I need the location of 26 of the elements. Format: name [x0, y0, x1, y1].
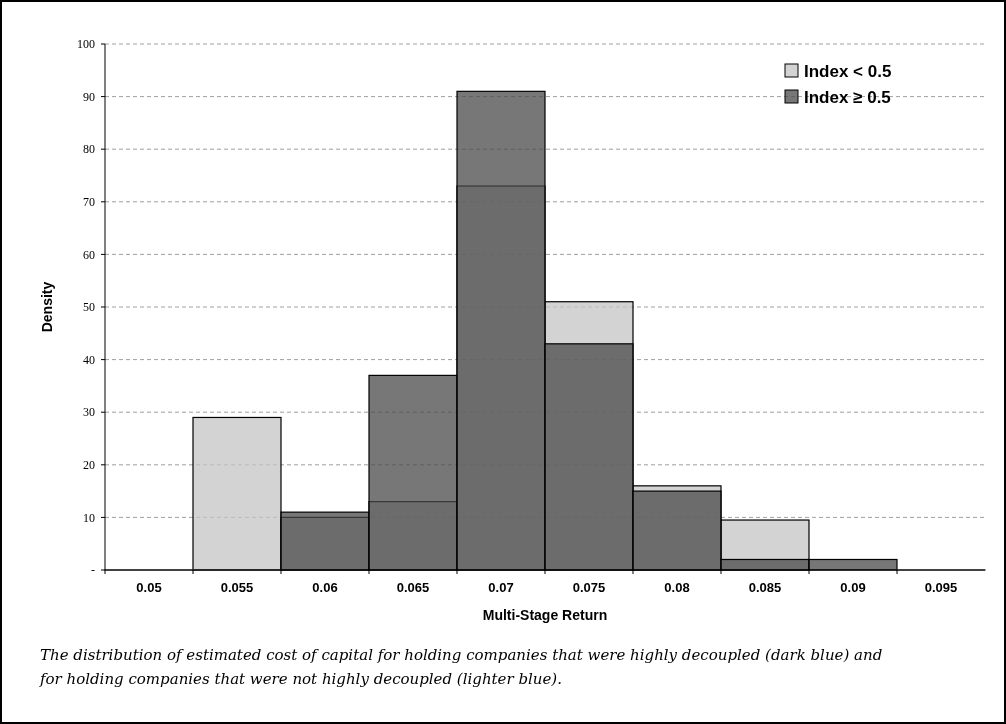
y-tick-label: 90 [83, 89, 95, 104]
x-tick-label: 0.05 [136, 580, 162, 595]
legend-label: Index < 0.5 [804, 61, 892, 81]
x-axis-title: Multi-Stage Return [482, 607, 608, 623]
y-tick-label: - [91, 563, 95, 578]
x-tick-label: 0.095 [924, 580, 958, 595]
x-tick-label: 0.065 [396, 580, 430, 595]
y-tick-label: 40 [83, 352, 95, 367]
y-tick-label: 80 [83, 142, 95, 157]
y-tick-label: 50 [83, 300, 95, 315]
x-tick-label: 0.075 [572, 580, 606, 595]
y-tick-label: 10 [83, 510, 95, 525]
x-tick-label: 0.09 [840, 580, 866, 595]
text: The distribution of estimated cost of capital for holding companies that were highly decoupled (dark blue) and for holding companies that were not highly decoupled (lighter blue). [39, 646, 883, 688]
y-axis-title: Density [39, 281, 55, 333]
x-tick-label: 0.07 [488, 580, 514, 595]
x-tick-label: 0.08 [664, 580, 690, 595]
y-tick-label: 60 [83, 247, 95, 262]
y-tick-label: 30 [83, 405, 95, 420]
x-tick-label: 0.055 [220, 580, 254, 595]
y-tick-label: 20 [83, 458, 95, 472]
y-tick-label: 70 [83, 195, 95, 209]
legend-label: Index ≥ 0.5 [804, 87, 891, 107]
y-tick-label: 100 [77, 37, 95, 52]
x-tick-label: 0.06 [312, 580, 338, 595]
x-tick-label: 0.085 [748, 580, 782, 595]
